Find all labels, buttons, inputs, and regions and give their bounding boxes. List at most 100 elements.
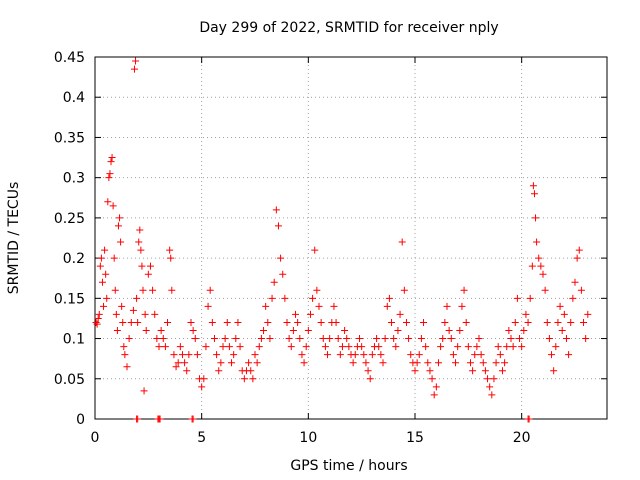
data-point: [183, 367, 191, 375]
data-point: [430, 391, 438, 399]
data-point: [584, 310, 592, 318]
data-point: [524, 318, 532, 326]
data-point: [230, 351, 238, 359]
data-point: [260, 327, 268, 335]
data-point: [92, 318, 100, 326]
data-point: [415, 351, 423, 359]
data-point: [112, 310, 120, 318]
data-point: [341, 327, 349, 335]
data-point: [309, 294, 317, 302]
data-point: [445, 327, 453, 335]
data-point: [142, 327, 150, 335]
data-point: [475, 335, 483, 343]
data-point: [533, 238, 541, 246]
data-point: [120, 343, 128, 351]
y-tick-label: 0.35: [54, 130, 85, 146]
x-tick-label: 20: [513, 430, 531, 446]
data-point: [580, 318, 588, 326]
data-point: [93, 320, 101, 328]
axis-ticks: 0 5 10 15 20 0 0.05 0.1 0.15 0.2 0.25 0.3 0.35 0.4 0.4…: [54, 50, 607, 446]
data-point: [315, 302, 323, 310]
data-point: [334, 335, 342, 343]
data-point: [377, 351, 385, 359]
data-point: [439, 335, 447, 343]
data-point: [156, 415, 164, 423]
data-point: [466, 359, 474, 367]
data-point: [274, 222, 282, 230]
data-point: [206, 286, 214, 294]
data-point: [417, 335, 425, 343]
data-point: [215, 367, 223, 375]
data-point: [573, 254, 581, 262]
data-point: [257, 335, 265, 343]
data-point: [494, 343, 502, 351]
data-point: [306, 310, 314, 318]
data-point: [528, 262, 536, 270]
data-point: [569, 294, 577, 302]
data-point: [449, 351, 457, 359]
data-point: [189, 415, 197, 423]
y-tick-label: 0.15: [54, 291, 85, 307]
data-point: [296, 335, 304, 343]
data-point: [577, 286, 585, 294]
grid-lines: [95, 57, 607, 419]
data-point: [298, 351, 306, 359]
data-point: [321, 343, 329, 351]
data-point: [304, 327, 312, 335]
data-point: [443, 302, 451, 310]
data-point: [121, 351, 129, 359]
data-point: [153, 335, 161, 343]
data-point: [200, 375, 208, 383]
data-point: [187, 318, 195, 326]
data-point: [434, 359, 442, 367]
data-point: [223, 318, 231, 326]
data-point: [270, 278, 278, 286]
data-point: [167, 254, 175, 262]
data-point: [464, 343, 472, 351]
data-point: [157, 327, 165, 335]
data-point: [111, 286, 119, 294]
data-point: [219, 343, 227, 351]
data-point: [541, 286, 549, 294]
data-point: [556, 302, 564, 310]
data-point: [266, 335, 274, 343]
data-point: [525, 415, 533, 423]
data-point: [460, 286, 468, 294]
data-point: [191, 335, 199, 343]
data-point: [155, 343, 163, 351]
y-tick-label: 0.05: [54, 372, 85, 388]
data-point: [469, 367, 477, 375]
data-point: [383, 302, 391, 310]
data-point: [114, 222, 122, 230]
data-point: [471, 351, 479, 359]
data-point: [109, 202, 117, 210]
data-point: [101, 246, 109, 254]
data-point: [492, 359, 500, 367]
data-point: [193, 351, 201, 359]
data-point: [447, 335, 455, 343]
data-point: [94, 314, 102, 322]
data-point: [326, 335, 334, 343]
data-point: [181, 359, 189, 367]
data-point: [375, 343, 383, 351]
data-point: [396, 310, 404, 318]
data-point: [96, 262, 104, 270]
y-tick-label: 0.4: [63, 90, 85, 106]
data-point: [351, 351, 359, 359]
data-point: [526, 294, 534, 302]
data-point: [103, 294, 111, 302]
y-tick-label: 0.1: [63, 332, 85, 348]
data-point: [118, 302, 126, 310]
data-point: [136, 226, 144, 234]
data-point: [97, 254, 105, 262]
data-point: [381, 335, 389, 343]
data-point: [253, 359, 261, 367]
data-point: [98, 278, 106, 286]
data-point: [129, 306, 137, 314]
data-point: [102, 270, 110, 278]
data-point: [513, 294, 521, 302]
data-point: [113, 327, 121, 335]
data-point: [119, 318, 127, 326]
data-point: [571, 278, 579, 286]
